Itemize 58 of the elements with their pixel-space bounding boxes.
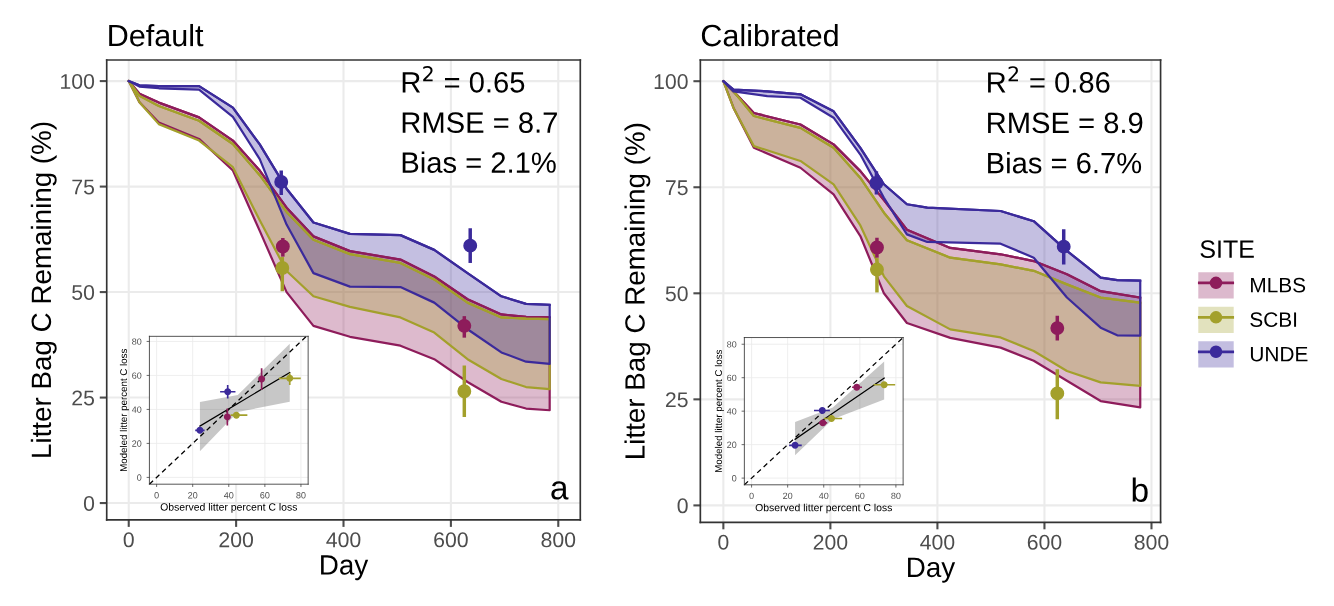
y-axis-title: Litter Bag C Remaining (%) (624, 123, 651, 458)
y-tick-label: 40 (726, 408, 737, 415)
x-tick-label: 200 (813, 534, 848, 550)
x-tick-label: 40 (223, 492, 234, 499)
y-tick-label: 60 (132, 372, 142, 379)
y-tick-label: 25 (665, 392, 688, 408)
x-tick-label: 200 (219, 532, 254, 548)
y-tick-label: 0 (137, 474, 142, 481)
y-tick-label: 50 (72, 284, 95, 300)
y-tick-label: 100 (61, 73, 95, 89)
annotation: R$^{2}$ = 0.86 (988, 66, 1110, 93)
y-tick-label: 20 (727, 441, 737, 448)
x-tick-label: 0 (154, 492, 159, 499)
x-tick-label: 60 (260, 492, 270, 499)
legend-label: MLBS (1251, 277, 1306, 293)
x-tick-label: 600 (434, 532, 468, 548)
x-tick-label: 800 (541, 532, 576, 548)
x-tick-label: 600 (1027, 534, 1062, 550)
y-tick-label: 60 (727, 374, 737, 382)
annotation: Bias = 2.1% (402, 151, 556, 173)
x-axis-title: Day (321, 555, 369, 581)
chart-title: Default (109, 23, 204, 47)
annotation: a (551, 481, 569, 500)
y-tick-label: 100 (654, 74, 688, 90)
y-tick-label: 75 (666, 180, 688, 196)
y-tick-label: 80 (132, 338, 142, 345)
x-tick-label: 400 (326, 532, 361, 548)
x-tick-label: 400 (920, 534, 955, 550)
annotation: RMSE = 8.7 (402, 112, 557, 133)
annotation: b (1132, 477, 1148, 502)
y-tick-label: 25 (72, 390, 95, 406)
annotation: RMSE = 8.9 (988, 112, 1143, 134)
y-tick-label: 75 (72, 179, 95, 195)
y-axis-title: Modeled litter percent C loss (714, 349, 724, 472)
x-axis-title: Observed litter percent C loss (755, 503, 892, 514)
y-tick-label: 40 (131, 406, 142, 413)
legend-title: SITE (1200, 240, 1254, 258)
x-tick-label: 60 (855, 492, 865, 500)
x-tick-label: 20 (188, 492, 198, 499)
y-tick-label: 0 (732, 475, 737, 482)
x-tick-label: 80 (296, 492, 306, 499)
x-tick-label: 0 (749, 492, 754, 500)
x-axis-title: Observed litter percent C loss (160, 503, 298, 513)
x-axis-title: Day (908, 557, 956, 583)
annotation: Bias = 6.7% (988, 152, 1142, 174)
y-axis-title: Litter Bag C Remaining (%) (30, 122, 57, 457)
y-tick-label: 20 (132, 440, 142, 447)
y-axis-title: Modeled litter percent C loss (119, 349, 129, 472)
x-tick-label: 800 (1134, 534, 1169, 550)
x-tick-label: 40 (818, 492, 829, 500)
y-tick-label: 80 (727, 341, 737, 348)
annotation: R$^{2}$ = 0.65 (402, 66, 525, 93)
x-tick-label: 80 (891, 492, 901, 500)
y-tick-label: 50 (665, 286, 688, 302)
legend-label: SCBI (1250, 312, 1297, 327)
x-tick-label: 20 (783, 492, 793, 500)
chart-title: Calibrated (701, 23, 838, 47)
legend-label: UNDE (1250, 346, 1308, 362)
